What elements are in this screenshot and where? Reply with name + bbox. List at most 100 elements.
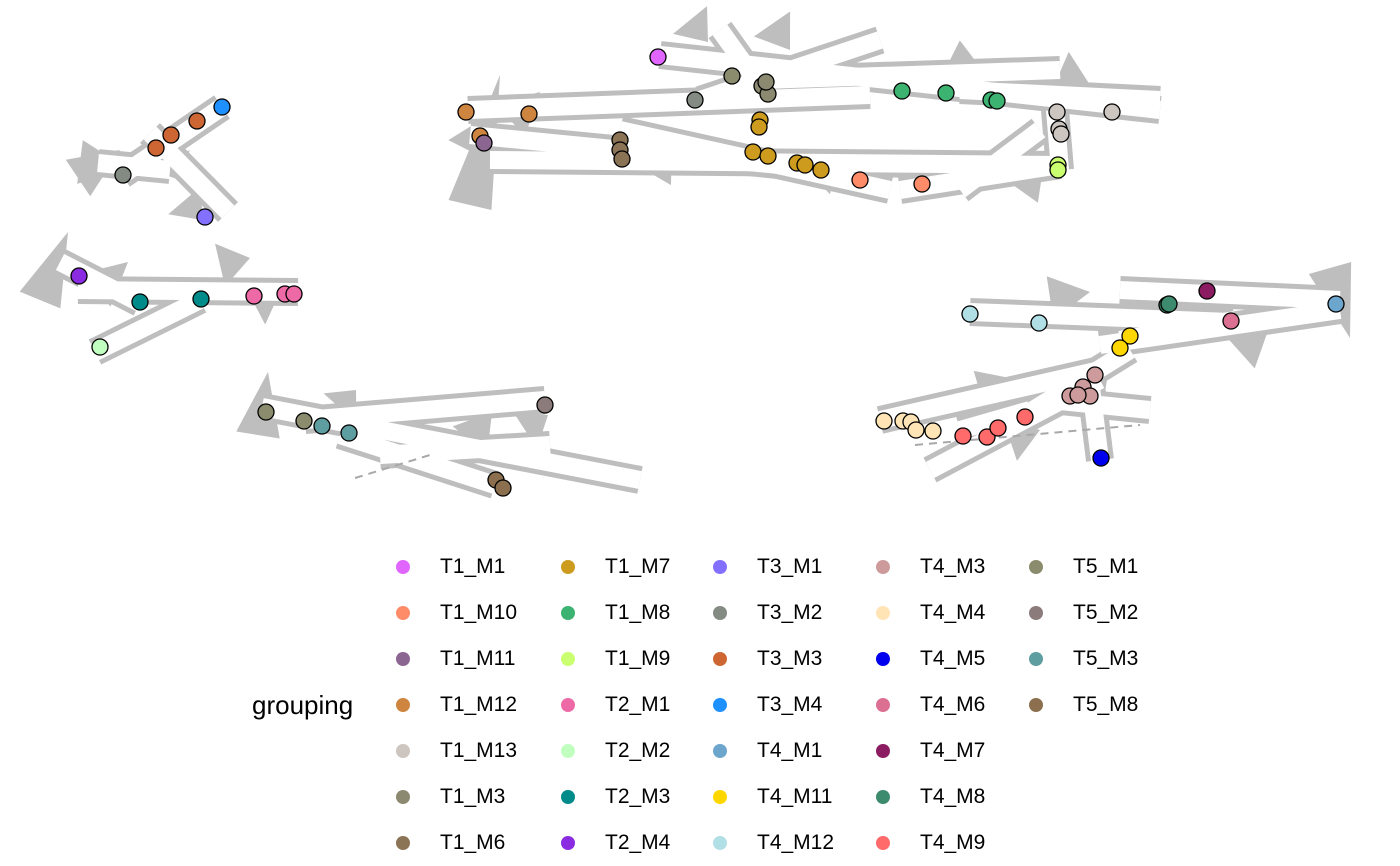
legend-label: T3_M1 — [757, 555, 823, 578]
legend-label: T1_M10 — [440, 601, 518, 624]
node-t1-m13 — [1048, 103, 1066, 121]
node-t1-m3 — [757, 73, 775, 91]
legend-item-t1-m13: T1_M13 — [396, 736, 517, 766]
node-t3-m1 — [196, 208, 214, 226]
node-t5-m1 — [257, 403, 275, 421]
legend-title: grouping — [252, 690, 354, 720]
legend-key-icon — [1029, 560, 1043, 574]
node-t5-m3 — [313, 417, 331, 435]
node-t4-m4 — [875, 412, 893, 430]
node-t4-m7 — [1198, 282, 1216, 300]
legend-item-t4-m9: T4_M9 — [876, 828, 985, 858]
edge — [467, 86, 871, 119]
legend-key-icon — [396, 560, 410, 574]
legend-item-t4-m8: T4_M8 — [876, 782, 985, 812]
node-t5-m2 — [536, 396, 554, 414]
legend-label: T4_M8 — [920, 785, 986, 808]
legend-key-icon — [561, 698, 575, 712]
nodes — [70, 48, 1345, 497]
legend-key-icon — [876, 652, 890, 666]
legend-label: T5_M3 — [1073, 647, 1139, 670]
legend-item-t4-m12: T4_M12 — [713, 828, 834, 858]
node-t4-m4 — [907, 421, 925, 439]
node-t1-m7 — [796, 156, 814, 174]
node-t3-m2 — [686, 91, 704, 109]
legend-key-icon — [876, 790, 890, 804]
node-t4-m11 — [1111, 339, 1129, 357]
node-t4-m6 — [1222, 312, 1240, 330]
node-t4-m8 — [1160, 295, 1178, 313]
legend-label: T4_M5 — [920, 647, 986, 670]
legend-key-icon — [1029, 652, 1043, 666]
legend-key-icon — [561, 836, 575, 850]
legend-label: T1_M12 — [440, 693, 518, 716]
node-t1-m8 — [893, 82, 911, 100]
node-t3-m3 — [162, 126, 180, 144]
arrowhead — [753, 11, 791, 51]
legend-key-icon — [561, 652, 575, 666]
node-t1-m11 — [475, 134, 493, 152]
legend-key-icon — [713, 560, 727, 574]
legend-label: T4_M12 — [757, 831, 835, 854]
edges — [53, 21, 1343, 499]
legend-label: T4_M7 — [920, 739, 986, 762]
legend-label: T2_M1 — [605, 693, 671, 716]
legend-label: T4_M1 — [757, 739, 823, 762]
legend-item-t1-m1: T1_M1 — [396, 552, 505, 582]
legend-item-t4-m11: T4_M11 — [713, 782, 832, 812]
legend-label: T5_M2 — [1073, 601, 1139, 624]
node-t4-m12 — [961, 305, 979, 323]
legend-label: T1_M9 — [605, 647, 671, 670]
legend-label: T1_M13 — [440, 739, 518, 762]
legend-label: T4_M3 — [920, 555, 986, 578]
legend-key-icon — [713, 790, 727, 804]
legend-key-icon — [561, 606, 575, 620]
legend-label: T2_M3 — [605, 785, 671, 808]
legend-item-t4-m6: T4_M6 — [876, 690, 985, 720]
legend-label: T3_M3 — [757, 647, 823, 670]
legend-key-icon — [561, 790, 575, 804]
legend-label: T1_M3 — [440, 785, 506, 808]
node-t2-m4 — [70, 267, 88, 285]
legend-key-icon — [876, 560, 890, 574]
node-t1-m13 — [1103, 103, 1121, 121]
legend-item-t1-m10: T1_M10 — [396, 598, 517, 628]
legend-item-t1-m3: T1_M3 — [396, 782, 505, 812]
node-t1-m12 — [457, 103, 475, 121]
arrowhead — [215, 243, 250, 287]
legend-item-t2-m3: T2_M3 — [561, 782, 670, 812]
legend-item-t4-m5: T4_M5 — [876, 644, 985, 674]
node-t1-m7 — [759, 147, 777, 165]
legend-label: T3_M4 — [757, 693, 823, 716]
legend-item-t5-m3: T5_M3 — [1029, 644, 1138, 674]
node-t4-m11 — [1121, 327, 1139, 345]
legend-key-icon — [396, 790, 410, 804]
legend-item-t1-m7: T1_M7 — [561, 552, 670, 582]
node-t3-m2 — [114, 166, 132, 184]
node-t1-m6 — [613, 150, 631, 168]
node-t1-m10 — [913, 175, 931, 193]
node-t1-m1 — [649, 48, 667, 66]
legend-item-t4-m7: T4_M7 — [876, 736, 985, 766]
legend-item-t2-m2: T2_M2 — [561, 736, 670, 766]
dashed-edge — [914, 424, 1141, 446]
node-t1-m9 — [1049, 161, 1067, 179]
node-t1-m7 — [750, 118, 768, 136]
node-t1-m8 — [937, 84, 955, 102]
legend-item-t3-m3: T3_M3 — [713, 644, 822, 674]
arrowhead — [672, 6, 708, 43]
node-t5-m1 — [295, 412, 313, 430]
legend-item-t3-m4: T3_M4 — [713, 690, 822, 720]
legend-item-t4-m1: T4_M1 — [713, 736, 822, 766]
node-t4-m9 — [954, 427, 972, 445]
node-t4-m9 — [989, 419, 1007, 437]
node-t2-m1 — [285, 285, 303, 303]
node-t5-m8 — [494, 479, 512, 497]
node-t3-m3 — [188, 112, 206, 130]
legend-key-icon — [396, 744, 410, 758]
legend-label: T1_M11 — [440, 647, 516, 670]
node-t3-m4 — [213, 98, 231, 116]
legend-item-t2-m1: T2_M1 — [561, 690, 670, 720]
node-t4-m12 — [1030, 314, 1048, 332]
legend-item-t1-m12: T1_M12 — [396, 690, 517, 720]
